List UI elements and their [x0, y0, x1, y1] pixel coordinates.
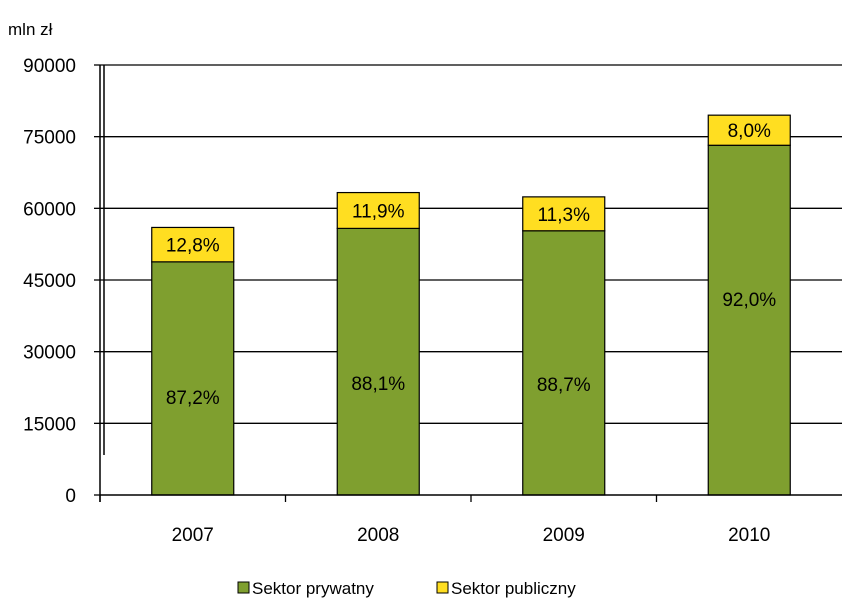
data-label: 12,8%: [166, 236, 220, 257]
data-label: 87,2%: [166, 388, 220, 409]
y-tick-label: 0: [65, 486, 76, 507]
x-tick-label: 2009: [543, 525, 585, 546]
data-label: 11,9%: [352, 201, 405, 222]
legend: Sektor prywatny Sektor publiczny: [237, 579, 576, 598]
data-labels: 87,2% 12,8% 88,1% 11,9% 88,7% 11,3% 92,0% 8,0%: [166, 121, 776, 409]
bar-segment-private-2009: [522, 230, 606, 496]
bar-segment-private-2010: [707, 144, 791, 496]
x-tick-label: 2007: [172, 525, 214, 546]
bar-segment-public-2009: [522, 196, 606, 232]
data-label: 11,3%: [538, 205, 591, 226]
x-tick-label: 2008: [357, 525, 399, 546]
legend-swatch-private: [237, 581, 250, 594]
axes: [94, 64, 842, 502]
y-tick-label: 75000: [23, 128, 76, 149]
bar-segment-private-2008: [336, 227, 420, 496]
legend-label: Sektor prywatny: [252, 579, 374, 598]
data-label: 88,7%: [537, 375, 591, 396]
bar-segment-public-2007: [151, 226, 235, 263]
data-label: 92,0%: [722, 290, 776, 311]
legend-label: Sektor publiczny: [451, 579, 576, 598]
data-label: 8,0%: [728, 121, 771, 142]
y-tick-label: 30000: [23, 343, 76, 364]
bars: [151, 114, 791, 496]
y-tick-label: 90000: [23, 56, 76, 77]
y-tick-label: 60000: [23, 199, 76, 220]
y-axis-unit-label: mln zł: [8, 20, 53, 39]
x-tick-label: 2010: [728, 525, 770, 546]
y-tick-label: 45000: [23, 271, 76, 292]
bar-segment-public-2010: [707, 114, 791, 146]
bar-segment-private-2007: [151, 261, 235, 496]
bar-segment-public-2008: [336, 191, 420, 229]
data-label: 88,1%: [351, 374, 405, 395]
y-tick-label: 15000: [23, 414, 76, 435]
legend-swatch-public: [436, 581, 449, 594]
tick-labels: 0 15000 30000 45000 60000 75000 90000 2007 2008 2…: [23, 56, 770, 546]
